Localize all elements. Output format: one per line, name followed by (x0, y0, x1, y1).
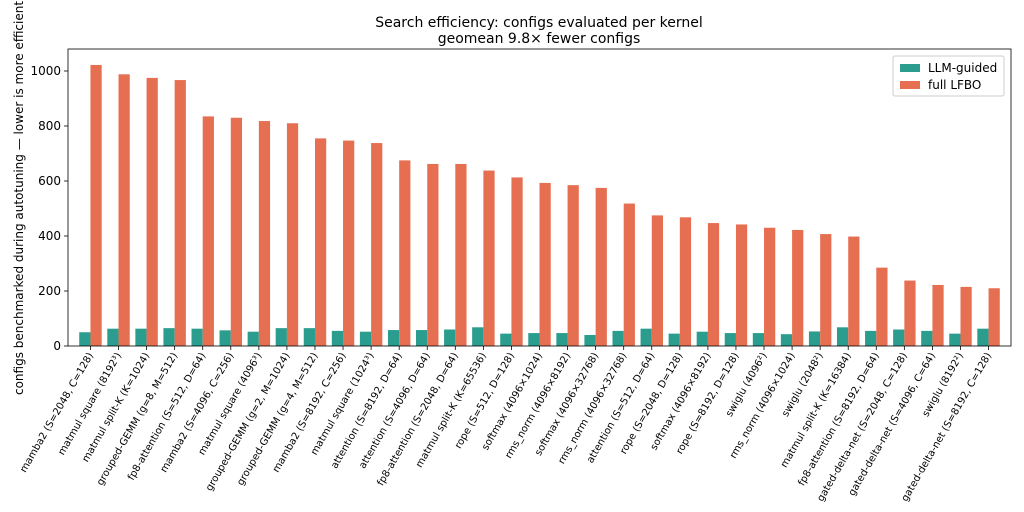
chart-title: Search efficiency: configs evaluated per… (375, 15, 703, 31)
bar-full-lfbo (988, 288, 1000, 346)
bar-llm-guided (247, 331, 259, 346)
legend-label: full LFBO (928, 78, 981, 92)
bar-llm-guided (359, 331, 372, 346)
y-tick-label: 1000 (30, 64, 61, 78)
bar-full-lfbo (314, 138, 327, 347)
bar-full-lfbo (483, 170, 495, 346)
bar-full-lfbo (146, 77, 158, 347)
bar-full-lfbo (511, 177, 523, 346)
bar-llm-guided (387, 330, 400, 346)
y-axis-label: configs benchmarked during autotuning — … (12, 1, 26, 395)
bar-llm-guided (865, 330, 877, 347)
bar-full-lfbo (286, 123, 299, 346)
bar-full-lfbo (455, 163, 467, 346)
bar-full-lfbo (567, 185, 579, 347)
bar-full-lfbo (904, 280, 916, 346)
bar-llm-guided (528, 333, 540, 346)
bar-llm-guided (163, 328, 175, 347)
bar-full-lfbo (343, 140, 355, 346)
bar-llm-guided (107, 328, 119, 346)
bar-llm-guided (79, 332, 91, 346)
bar-llm-guided (444, 329, 456, 346)
legend-box (892, 55, 1005, 97)
bar-full-lfbo (679, 217, 692, 346)
bar-llm-guided (921, 330, 933, 347)
bar-llm-guided (808, 331, 821, 346)
bar-full-lfbo (848, 236, 860, 346)
bar-llm-guided (472, 327, 484, 346)
bar-llm-guided (612, 330, 624, 347)
bar-llm-guided (668, 333, 680, 347)
bar-llm-guided (500, 333, 512, 347)
bar-llm-guided (135, 328, 147, 346)
bar-full-lfbo (651, 215, 663, 347)
bar-full-lfbo (118, 74, 130, 347)
bar-full-lfbo (258, 121, 271, 346)
bar-full-lfbo (202, 116, 214, 347)
bar-full-lfbo (932, 284, 944, 346)
bar-llm-guided (640, 328, 652, 346)
bar-llm-guided (303, 328, 315, 347)
bar-llm-guided (949, 333, 961, 347)
y-tick-label: 0 (53, 339, 61, 353)
bar-llm-guided (275, 328, 287, 347)
legend-swatch (900, 64, 920, 72)
bar-full-lfbo (371, 143, 383, 346)
bar-full-lfbo (792, 229, 804, 346)
bar-llm-guided (893, 329, 905, 346)
bar-llm-guided (416, 330, 428, 346)
bar-full-lfbo (707, 223, 720, 346)
bar-full-lfbo (876, 267, 888, 347)
bar-llm-guided (584, 335, 596, 346)
bar-llm-guided (752, 333, 765, 346)
plot-area: mamba2 (S=2048, C=128)matmul square (819… (18, 48, 1012, 504)
legend-swatch (900, 81, 920, 89)
bar-full-lfbo (427, 163, 439, 346)
legend: LLM-guided full LFBO (892, 55, 1005, 97)
bar-llm-guided (780, 334, 793, 346)
bar-full-lfbo (174, 80, 186, 346)
plot-frame (67, 48, 1012, 347)
bar-llm-guided (191, 328, 203, 346)
y-tick-label: 600 (38, 174, 61, 188)
bar-llm-guided (724, 333, 736, 346)
y-tick-label: 800 (38, 119, 61, 133)
y-tick-label: 400 (38, 229, 61, 243)
bar-full-lfbo (960, 286, 972, 347)
bar-llm-guided (977, 328, 989, 346)
bar-full-lfbo (230, 117, 243, 346)
legend-label: LLM-guided (928, 61, 997, 75)
bar-llm-guided (836, 327, 849, 346)
bar-full-lfbo (623, 203, 635, 346)
bar-full-lfbo (764, 227, 776, 346)
bar-full-lfbo (90, 64, 102, 346)
chart-subtitle: geomean 9.8× fewer configs (438, 31, 641, 47)
bar-llm-guided (331, 330, 344, 347)
bar-full-lfbo (820, 234, 832, 346)
bar-llm-guided (696, 331, 708, 346)
bar-full-lfbo (735, 224, 748, 346)
y-tick-label: 200 (38, 284, 61, 298)
bar-full-lfbo (595, 187, 607, 347)
bar-full-lfbo (539, 182, 551, 346)
bar-llm-guided (556, 333, 568, 346)
bar-full-lfbo (399, 160, 411, 347)
bar-llm-guided (219, 330, 231, 346)
